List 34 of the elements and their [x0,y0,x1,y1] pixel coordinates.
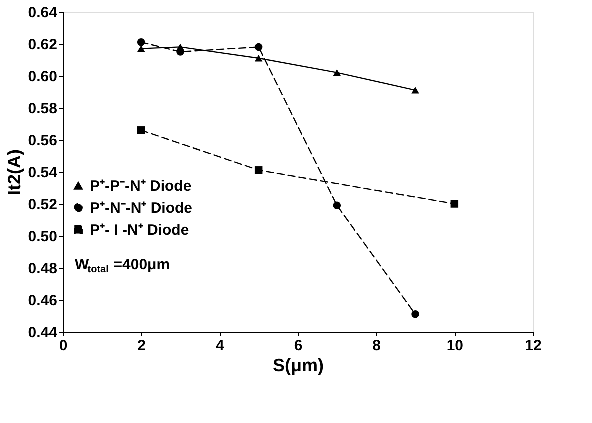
x-tick-label: 12 [525,338,542,354]
x-axis-title: S(μm) [272,356,324,376]
point [254,43,263,52]
legend-label: P⁺-P⁻-N⁺ Diode [90,178,192,195]
y-tick-label: 0.50 [28,228,58,246]
point [254,55,263,62]
y-tick-label: 0.58 [28,100,58,118]
y-tick-label: 0.64 [28,4,58,22]
x-tick-label: 10 [446,338,464,354]
point [450,200,459,208]
y-tick-label: 0.62 [28,36,58,54]
x-tick-label: 0 [59,338,68,354]
point [412,310,420,318]
x-tick-label: 2 [138,338,146,354]
y-tick-label: 0.60 [28,68,58,86]
point [137,38,146,46]
point [333,202,342,210]
y-tick-label: 0.46 [28,292,58,310]
point [333,69,342,76]
y-tick-label: 0.56 [28,132,58,150]
point [412,87,420,94]
y-tick-label: 0.48 [28,260,58,278]
point [137,45,146,52]
legend-label: P⁺- I -N⁺ Diode [90,222,190,239]
y-tick-label: 0.44 [28,324,58,342]
y-tick-label: 0.52 [28,196,58,214]
point [137,126,146,134]
x-tick-label: 4 [216,338,225,354]
legend-label: P⁺-N⁻-N⁺ Diode [90,200,192,217]
y-axis-title: It2(A) [4,150,24,196]
y-tick-label: 0.54 [28,164,58,182]
point [254,166,263,174]
x-tick-label: 6 [294,338,303,354]
x-tick-label: 8 [372,338,382,354]
